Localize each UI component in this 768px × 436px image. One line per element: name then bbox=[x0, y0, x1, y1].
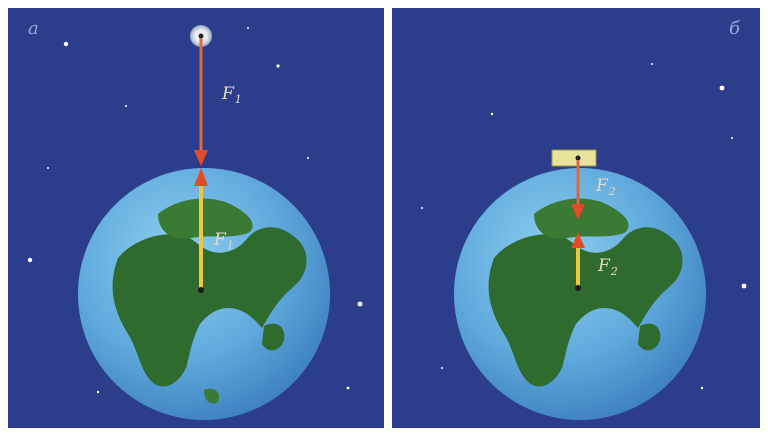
panel-b: б F2 F2 bbox=[392, 8, 760, 428]
force-label-bottom-a: F1 bbox=[214, 230, 234, 252]
moon-icon bbox=[190, 25, 212, 47]
panel-a: а F1 F1 bbox=[8, 8, 384, 428]
block-icon bbox=[551, 149, 597, 167]
force-label-bottom-b: F2 bbox=[598, 256, 618, 278]
panel-label-a: а bbox=[28, 18, 39, 39]
panel-label-b: б bbox=[729, 18, 740, 39]
panel-a-scene bbox=[8, 8, 384, 428]
panel-b-scene bbox=[392, 8, 760, 428]
force-label-top-a: F1 bbox=[222, 84, 242, 106]
arrow-head-down-a bbox=[194, 150, 208, 166]
earth bbox=[454, 168, 706, 420]
earth bbox=[78, 168, 330, 420]
earth-center-dot bbox=[198, 287, 204, 293]
arrow-head-down-b bbox=[571, 204, 585, 220]
arrow-head-up-b bbox=[571, 232, 585, 248]
force-label-top-b: F2 bbox=[596, 176, 616, 198]
arrow-head-up-a bbox=[194, 168, 208, 186]
earth-center-dot bbox=[575, 285, 581, 291]
star-icon bbox=[27, 27, 363, 394]
star-icon bbox=[421, 63, 747, 390]
